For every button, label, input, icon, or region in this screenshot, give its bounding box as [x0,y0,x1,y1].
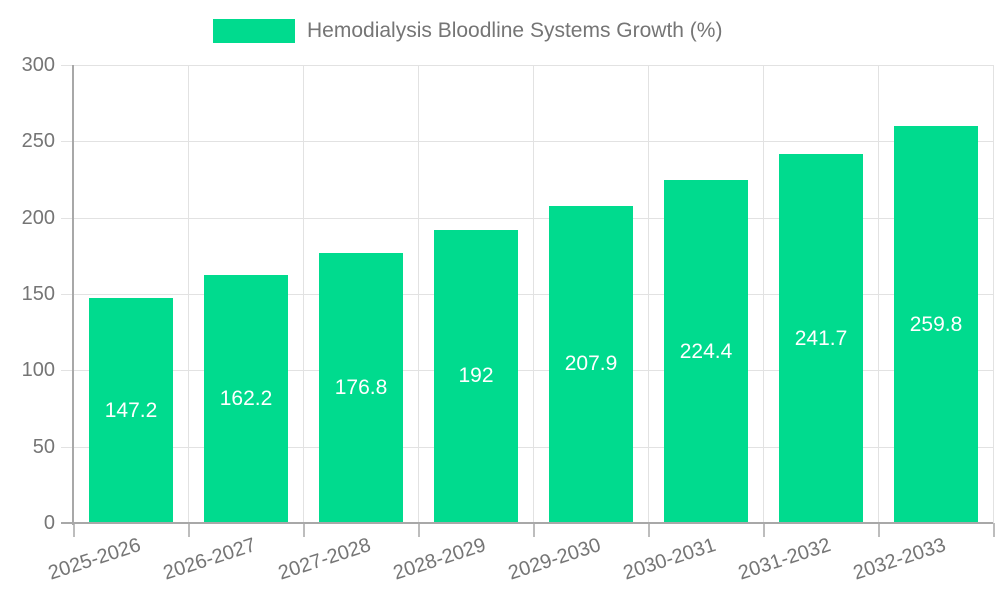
bar-value-label: 241.7 [794,327,848,350]
x-axis-line [61,522,993,524]
x-axis-tick [763,523,765,537]
y-axis-tick [61,447,73,448]
legend-swatch [213,19,295,43]
y-axis-tick [61,218,73,219]
gridline-vertical [418,65,419,523]
bar-2025-2026[interactable] [89,298,173,523]
y-axis-tick-label: 50 [32,436,55,458]
bar-2030-2031[interactable] [664,180,748,523]
x-axis-tick [993,523,995,537]
gridline-vertical [878,65,879,523]
y-axis-tick-label: 200 [21,207,55,229]
y-axis-line [72,65,74,525]
bar-value-label: 162.2 [219,387,273,410]
y-axis-tick [61,65,73,66]
x-axis-tick [418,523,420,537]
bar-2032-2033[interactable] [894,126,978,523]
x-axis-tick [533,523,535,537]
bar-value-label: 259.8 [909,313,963,336]
bar-value-label: 207.9 [564,352,618,375]
x-axis-category-label: 2030-2031 [621,534,719,585]
bar-2027-2028[interactable] [319,253,403,523]
y-axis-tick-label: 150 [21,283,55,305]
y-axis-tick [61,294,73,295]
y-axis-tick-label: 100 [21,359,55,381]
gridline-vertical [188,65,189,523]
plot-border-right [993,65,994,523]
x-axis-category-label: 2028-2029 [391,534,489,585]
y-axis-tick-label: 0 [43,512,55,534]
bar-value-label: 147.2 [104,399,158,422]
gridline-vertical [648,65,649,523]
gridline-vertical [303,65,304,523]
x-axis-tick [303,523,305,537]
x-axis-category-label: 2031-2032 [736,534,834,585]
bar-2031-2032[interactable] [779,154,863,523]
y-axis-tick-label: 250 [21,130,55,152]
bar-value-label: 224.4 [679,340,733,363]
bar-2028-2029[interactable] [434,230,518,523]
gridline-vertical [533,65,534,523]
bar-2026-2027[interactable] [204,275,288,523]
y-axis-tick [61,141,73,142]
bar-value-label: 192 [458,364,494,387]
y-axis-tick-label: 300 [21,54,55,76]
gridline-vertical [763,65,764,523]
x-axis-tick [188,523,190,537]
x-axis-category-label: 2026-2027 [161,534,259,585]
x-axis-category-label: 2029-2030 [506,534,604,585]
legend-item[interactable]: Hemodialysis Bloodline Systems Growth (%… [213,19,722,43]
x-axis-tick [73,523,75,537]
x-axis-category-label: 2027-2028 [276,534,374,585]
x-axis-category-label: 2025-2026 [46,534,144,585]
legend-label: Hemodialysis Bloodline Systems Growth (%… [307,19,723,42]
x-axis-tick [878,523,880,537]
x-axis-category-label: 2032-2033 [851,534,949,585]
bar-2029-2030[interactable] [549,206,633,523]
bar-value-label: 176.8 [334,376,388,399]
x-axis-tick [648,523,650,537]
y-axis-tick [61,370,73,371]
